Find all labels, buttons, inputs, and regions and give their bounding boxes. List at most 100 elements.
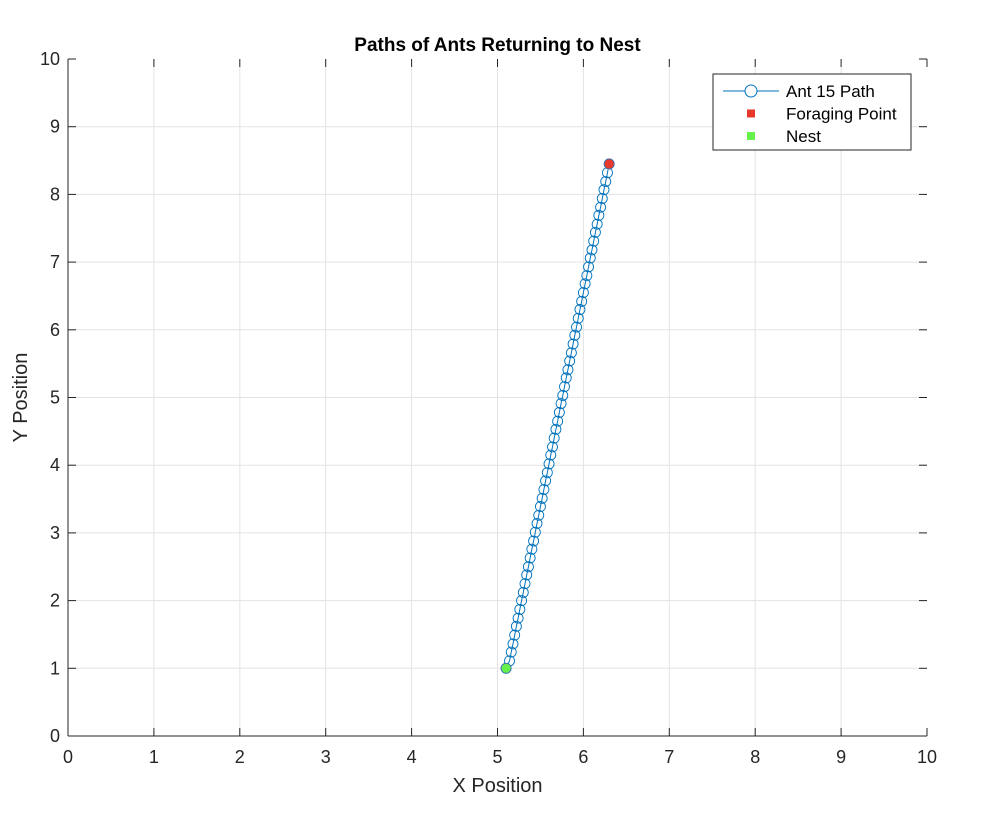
grid [68, 59, 927, 736]
y-tick-label: 3 [50, 523, 60, 543]
y-tick-label: 4 [50, 455, 60, 475]
series-point [519, 578, 531, 590]
series-point [589, 226, 601, 238]
series-point [512, 612, 524, 624]
x-tick-label: 5 [492, 747, 502, 767]
series-point [560, 372, 572, 384]
series-point [505, 646, 517, 658]
series-point [521, 569, 533, 581]
series-point [574, 304, 586, 315]
series-point [596, 193, 608, 204]
series-point [559, 381, 570, 393]
legend-entry: Nest [747, 127, 821, 146]
series-point [555, 398, 567, 410]
series-point [548, 432, 560, 444]
series-point [557, 390, 569, 401]
x-tick-label: 7 [664, 747, 674, 767]
nest-marker [500, 662, 512, 674]
series-point [526, 543, 538, 555]
series-point [528, 535, 540, 547]
series-point [540, 475, 552, 487]
series-point [569, 329, 581, 341]
x-tick-label: 8 [750, 747, 760, 767]
series-point [553, 406, 565, 418]
legend-entry: Ant 15 Path [723, 82, 875, 101]
series-point [571, 321, 582, 333]
y-tick-label: 6 [50, 320, 60, 340]
series-point [564, 355, 576, 367]
series-point [543, 458, 555, 470]
series-point [517, 587, 529, 598]
series-point [586, 244, 598, 256]
series-point [565, 347, 577, 359]
y-tick-label: 0 [50, 726, 60, 746]
series-point [588, 235, 600, 247]
y-axis-title: Y Position [10, 353, 32, 443]
x-tick-label: 2 [235, 747, 245, 767]
series-point [567, 338, 579, 350]
legend-entry: Foraging Point [747, 105, 897, 124]
x-tick-label: 6 [578, 747, 588, 767]
tick-labels: 0 1 2 3 4 5 6 7 8 9 10 0 1 2 3 4 5 6 7 8 9 10 [40, 49, 937, 767]
series-point [547, 441, 558, 453]
series-point [579, 278, 591, 290]
x-tick-label: 4 [407, 747, 417, 767]
series-point [581, 270, 593, 282]
series-point [550, 423, 562, 435]
x-tick-label: 1 [149, 747, 159, 767]
chart-title: Paths of Ants Returning to Nest [354, 35, 641, 56]
series-point [576, 295, 588, 307]
foraging-point-marker [603, 158, 615, 170]
y-tick-label: 10 [40, 49, 60, 69]
series-point [509, 629, 521, 641]
y-tick-label: 1 [50, 658, 60, 678]
series-point [591, 218, 603, 230]
legend-square-swatch [747, 132, 755, 140]
series-point [577, 287, 589, 299]
x-tick-label: 10 [917, 747, 937, 767]
x-axis-title: X Position [452, 775, 542, 797]
series-point [562, 364, 574, 376]
series-point [552, 415, 564, 427]
legend-label: Nest [786, 127, 821, 146]
series-point [541, 467, 553, 479]
x-tick-label: 0 [63, 747, 73, 767]
x-tick-label: 3 [321, 747, 331, 767]
legend-square-swatch [747, 109, 755, 118]
axes [67, 58, 928, 737]
series-point [600, 176, 612, 187]
y-tick-label: 8 [50, 184, 60, 204]
legend-circle-marker [744, 84, 758, 98]
legend-entries: Ant 15 Path Foraging Point Nest [723, 82, 897, 146]
y-tick-label: 2 [50, 591, 60, 611]
series-point [524, 552, 536, 564]
series-point [584, 252, 596, 264]
series-point [510, 620, 522, 632]
series-point [545, 449, 557, 461]
series-point [538, 484, 550, 496]
legend: Ant 15 Path Foraging Point Nest [712, 73, 912, 151]
series-point [593, 209, 605, 221]
legend-label: Ant 15 Path [786, 82, 875, 101]
series-point [572, 312, 584, 324]
series-point [522, 561, 534, 573]
y-tick-label: 7 [50, 252, 60, 272]
plot-area [500, 158, 615, 674]
y-tick-label: 5 [50, 388, 60, 408]
y-tick-label: 9 [50, 117, 60, 137]
series-point [531, 517, 543, 529]
series-point [536, 492, 548, 504]
series-point [598, 184, 610, 196]
series-point [516, 595, 528, 607]
series-point [529, 526, 541, 538]
series-point [595, 201, 607, 213]
legend-label: Foraging Point [786, 105, 897, 124]
series-line [505, 163, 610, 669]
series-point [507, 638, 519, 650]
series-point [514, 603, 526, 615]
series-point [535, 501, 546, 512]
series-point [583, 261, 595, 273]
x-tick-label: 9 [836, 747, 846, 767]
